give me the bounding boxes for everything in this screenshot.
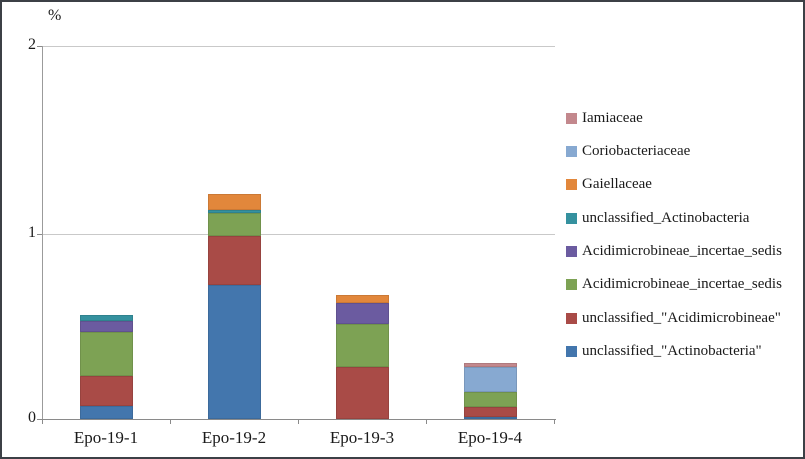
y-tickmark-0 [37,419,42,420]
y-tickmark-1 [37,234,42,235]
legend-item: Acidimicrobineae_incertae_sedis [566,274,782,296]
bar-segment [335,295,389,303]
bar-segment [463,363,517,368]
legend-label: unclassified_Actinobacteria [582,209,750,226]
bar-segment [463,392,517,408]
legend-label: Acidimicrobineae_incertae_sedis [582,242,782,259]
legend-item: Gaiellaceae [566,174,652,196]
x-category-label: Epo-19-2 [201,428,267,447]
legend-item: Iamiaceae [566,107,643,129]
y-tick-label-2: 2 [28,36,36,53]
bar-segment [79,314,133,321]
stacked-bar-Epo-19-1 [79,314,133,420]
x-tickmark-4 [554,420,555,424]
legend-color-swatch [566,212,577,224]
legend-label: Iamiaceae [582,109,643,126]
legend-item: unclassified_Actinobacteria [566,207,749,229]
legend-color-swatch [566,179,577,191]
x-tickmark-2 [298,420,299,424]
legend-item: unclassified_"Acidimicrobineae" [566,307,781,329]
legend-color-swatch [566,112,577,124]
bar-segment [207,210,261,214]
bar-segment [335,302,389,325]
y-axis-line [42,46,43,420]
x-tickmark-1 [170,420,171,424]
y-tick-label-1: 1 [28,224,36,241]
legend-label: Acidimicrobineae_incertae_sedis [582,276,782,293]
bar-segment [79,331,133,376]
x-category-label: Epo-19-4 [457,428,523,447]
legend-item: Coriobacteriaceae [566,140,690,162]
y-axis-unit-label: % [48,7,62,24]
legend-color-swatch [566,312,577,324]
legend-label: Coriobacteriaceae [582,142,691,159]
bar-segment [335,367,389,420]
x-category-label: Epo-19-3 [329,428,395,447]
legend-color-swatch [566,279,577,291]
bar-segment [207,236,261,286]
legend-item: Acidimicrobineae_incertae_sedis [566,240,782,262]
bar-segment [463,367,517,393]
bar-segment [207,194,261,211]
legend-color-swatch [566,245,577,257]
legend-color-swatch [566,345,577,357]
bar-segment [79,375,133,407]
stacked-bar-Epo-19-3 [335,295,389,420]
legend-color-swatch [566,145,577,157]
x-axis-line [42,419,556,420]
x-tickmark-0 [42,420,43,424]
legend-label: Gaiellaceae [582,176,652,193]
stacked-bar-Epo-19-4 [463,363,517,420]
legend-item: unclassified_"Actinobacteria" [566,340,762,362]
bar-segment [207,285,261,420]
gridline-2 [42,46,555,47]
bar-segment [79,320,133,332]
y-tick-label-0: 0 [28,409,36,426]
bar-segment [207,213,261,237]
x-category-label: Epo-19-1 [73,428,139,447]
bar-segment [463,417,517,420]
x-tickmark-3 [426,420,427,424]
bar-segment [79,406,133,420]
bar-segment [463,407,517,418]
y-tickmark-2 [37,46,42,47]
stacked-bar-Epo-19-2 [207,194,261,420]
bar-segment [335,324,389,368]
gridline-1 [42,234,555,235]
legend-label: unclassified_"Acidimicrobineae" [582,309,781,326]
legend-label: unclassified_"Actinobacteria" [582,342,762,359]
